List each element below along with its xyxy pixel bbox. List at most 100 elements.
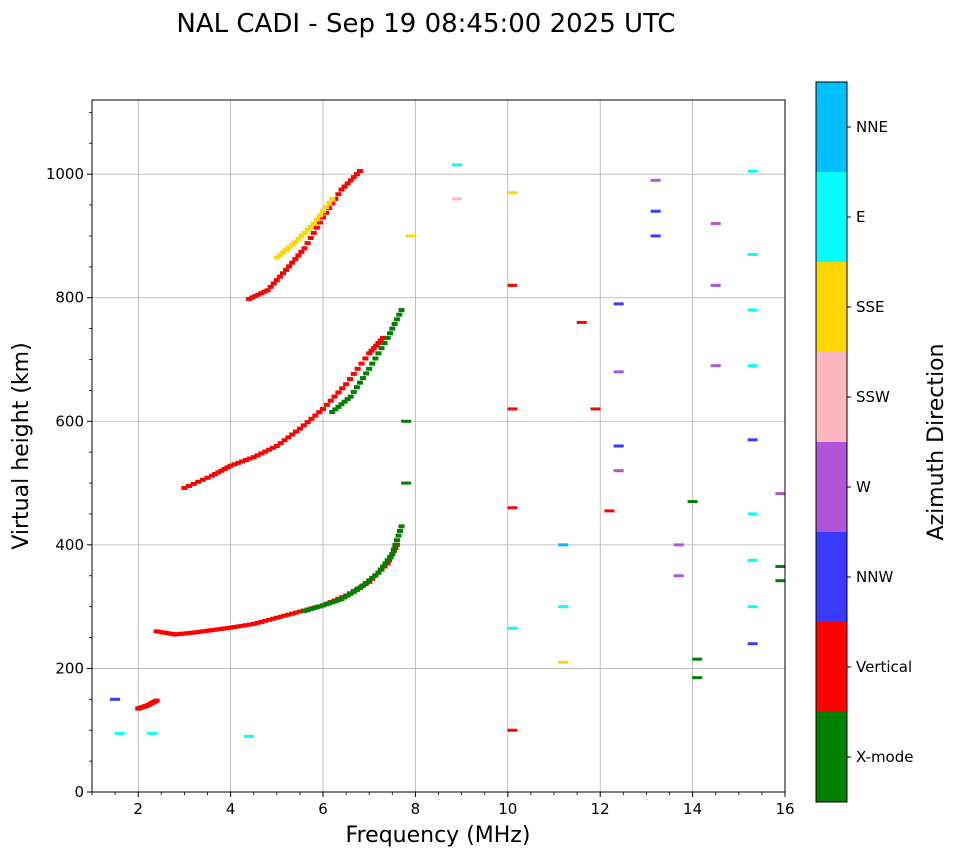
echo-mark	[507, 191, 518, 195]
trace-point	[215, 627, 222, 632]
y-tick-label: 400	[55, 536, 84, 554]
trace-point	[332, 407, 339, 412]
trace-point	[313, 217, 320, 222]
echo-mark	[687, 500, 698, 504]
trace-point	[285, 435, 292, 440]
x-tick-label: 6	[318, 800, 328, 818]
colorbar-label: Azimuth Direction	[924, 343, 949, 540]
trace-point	[329, 600, 336, 605]
trace-point	[277, 441, 284, 446]
trace-point	[212, 472, 219, 477]
trace-point	[363, 580, 370, 585]
x-tick-label: 14	[683, 800, 702, 818]
trace-point	[166, 631, 172, 636]
trace-point	[335, 192, 342, 197]
trace-point	[262, 449, 269, 454]
azimuth-colorbar: X-mode Vertical NNW W SSW SSE E NNE	[815, 81, 913, 803]
trace-point	[187, 630, 194, 635]
trace-point	[224, 626, 231, 631]
trace-point	[341, 399, 348, 404]
trace-point	[307, 607, 314, 612]
colorbar-label-vertical: Vertical	[856, 658, 912, 676]
trace-point	[273, 278, 280, 283]
trace-point	[339, 386, 346, 391]
trace-point	[353, 385, 360, 390]
trace-point	[316, 220, 323, 225]
trace-point	[273, 615, 280, 620]
trace-point	[307, 224, 314, 229]
trace-point	[320, 406, 326, 411]
trace-second-hop-X	[329, 308, 405, 415]
trace-point	[199, 629, 206, 634]
trace-point	[218, 626, 225, 631]
x-tick-label: 12	[591, 800, 610, 818]
y-tick-label: 600	[55, 412, 84, 430]
trace-point	[301, 246, 308, 251]
echo-mark	[613, 370, 624, 374]
colorbar-segment-w	[816, 442, 847, 532]
colorbar-label-ssw: SSW	[856, 388, 890, 406]
echo-mark	[110, 697, 121, 701]
trace-point	[276, 274, 283, 279]
echo-mark	[507, 626, 518, 630]
trace-point	[327, 398, 334, 403]
echo-mark	[590, 407, 601, 411]
echo-mark	[405, 234, 416, 238]
trace-point	[153, 698, 160, 703]
trace-point	[329, 201, 336, 206]
trace-point	[279, 271, 286, 276]
x-tick-label: 4	[226, 800, 236, 818]
trace-point	[266, 447, 273, 452]
x-tick-label: 10	[498, 800, 517, 818]
trace-point	[276, 252, 283, 257]
echo-mark	[507, 506, 518, 510]
trace-point	[266, 617, 273, 622]
trace-point	[390, 547, 397, 552]
trace-point	[307, 235, 314, 240]
colorbar-segment-sse	[816, 262, 847, 352]
trace-point	[370, 346, 377, 351]
trace-point	[300, 423, 307, 428]
trace-point	[323, 402, 330, 407]
echo-mark	[650, 178, 661, 182]
trace-point	[206, 628, 213, 633]
trace-point	[159, 630, 166, 635]
trace-point	[362, 356, 369, 361]
trace-point	[338, 187, 345, 192]
trace-point	[398, 308, 405, 313]
trace-point	[323, 602, 330, 607]
echo-mark	[673, 574, 684, 578]
y-tick-label: 1000	[46, 165, 84, 183]
y-axis-label: Virtual height (km)	[9, 342, 34, 549]
trace-point	[186, 483, 193, 488]
echo-mark	[710, 222, 721, 226]
echo-mark	[650, 234, 661, 238]
trace-point	[181, 486, 188, 491]
echo-mark	[604, 509, 615, 513]
trace-point	[360, 583, 367, 588]
trace-point	[293, 610, 300, 615]
echo-mark	[558, 660, 569, 664]
trace-point	[296, 426, 303, 431]
trace-point	[246, 622, 253, 627]
x-axis-label: Frequency (MHz)	[346, 823, 531, 848]
y-tick-label: 800	[55, 289, 84, 307]
trace-point	[341, 595, 348, 600]
trace-third-hop-SSE	[273, 196, 336, 260]
trace-point	[389, 552, 396, 557]
trace-point	[283, 247, 290, 252]
trace-point	[372, 573, 379, 578]
trace-point	[350, 389, 357, 394]
trace-point	[239, 623, 246, 628]
trace-point	[273, 444, 280, 448]
y-tick-label: 0	[74, 783, 84, 801]
trace-point	[320, 603, 326, 608]
trace-point	[264, 288, 271, 293]
trace-point	[338, 597, 345, 602]
echo-mark	[775, 492, 786, 496]
trace-point	[395, 533, 402, 538]
colorbar-label-nnw: NNW	[856, 568, 893, 586]
trace-point	[218, 468, 225, 473]
trace-point	[350, 175, 357, 180]
